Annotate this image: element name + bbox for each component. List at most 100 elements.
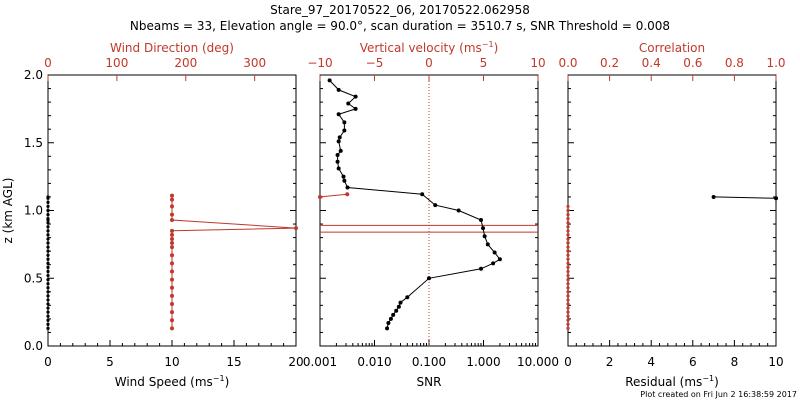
data-point [566, 298, 570, 302]
data-point [711, 194, 716, 199]
top-tick-label: 0.8 [725, 56, 744, 70]
series-vertical-velocity [318, 192, 350, 199]
x-axis-label-bottom: Residual (ms−1) [625, 374, 719, 389]
data-point [566, 249, 570, 253]
data-point [336, 112, 341, 117]
data-point [566, 261, 570, 265]
data-point [170, 204, 174, 209]
data-point [353, 106, 358, 111]
data-point [170, 326, 174, 331]
data-point [566, 204, 570, 209]
data-point [491, 261, 496, 266]
data-point [46, 298, 50, 302]
y-tick-label: 1.0 [24, 204, 43, 218]
data-point [566, 253, 570, 257]
data-point [385, 326, 390, 331]
data-point [46, 204, 50, 209]
data-point [336, 87, 341, 92]
data-point [566, 322, 570, 326]
data-point [566, 294, 570, 298]
data-point [566, 282, 570, 286]
data-point [394, 308, 399, 313]
data-point [479, 266, 484, 271]
data-point [336, 139, 341, 144]
data-point [353, 94, 358, 99]
data-point [342, 120, 347, 125]
y-axis-label: z (km AGL) [1, 178, 15, 244]
data-point [336, 166, 341, 171]
data-point [566, 286, 570, 290]
data-point [46, 273, 50, 278]
top-tick-label: 0.0 [558, 56, 577, 70]
data-point [774, 196, 778, 201]
data-point [46, 306, 50, 310]
data-point [482, 234, 487, 239]
data-point [566, 314, 570, 318]
data-point [335, 152, 340, 157]
data-point [170, 301, 174, 306]
data-point [398, 300, 403, 305]
data-point [492, 250, 497, 255]
data-point [433, 203, 438, 208]
bottom-tick-label: 10.000 [517, 355, 559, 369]
data-point [46, 310, 50, 314]
data-point [46, 225, 50, 229]
data-point [46, 318, 50, 322]
data-point [337, 135, 342, 140]
series-line [329, 80, 501, 329]
data-point [170, 245, 174, 250]
top-tick-label: −10 [307, 56, 332, 70]
data-point [335, 159, 340, 164]
data-point [46, 237, 50, 241]
data-point [46, 257, 50, 261]
data-point [566, 318, 570, 322]
data-point [46, 195, 50, 199]
panel-3: 0 2 4 6 8 10 0.0 0.2 0.4 0.6 0.8 1.0 Correlation [558, 41, 785, 369]
x-axis-label-top: Vertical velocity (ms−1) [360, 40, 499, 55]
data-point [566, 237, 570, 241]
footer-timestamp: Plot created on Fri Jun 2 16:38:59 2017 [640, 390, 797, 399]
y-tick-label: 0.5 [24, 271, 43, 285]
data-point [46, 265, 50, 270]
data-point [566, 257, 570, 261]
data-point [338, 148, 343, 153]
bottom-tick-label: 0 [564, 355, 572, 369]
data-point [170, 232, 174, 237]
data-point [46, 314, 50, 318]
top-tick-label: 0 [425, 56, 433, 70]
data-point [427, 276, 431, 281]
series-correlation [566, 204, 570, 330]
data-point [396, 304, 401, 309]
data-point [566, 208, 570, 213]
data-point [318, 194, 322, 199]
series-line [171, 195, 297, 329]
data-point [46, 218, 50, 222]
data-point [566, 273, 570, 278]
bottom-tick-label: 5 [106, 355, 114, 369]
panel-2: 0.001 0.010 0.100 1.000 10.000 −10 −5 0 5 10 SNR [303, 56, 559, 389]
data-point [566, 326, 570, 330]
data-point [342, 178, 347, 183]
data-point [485, 242, 490, 247]
data-point [341, 174, 346, 179]
data-point [170, 228, 174, 233]
series-wind-direction [170, 193, 298, 331]
data-point [170, 293, 174, 298]
x-axis-label-bottom: Wind Speed (ms−1) [115, 374, 230, 389]
bottom-tick-label: 0 [44, 355, 52, 369]
y-tick-label: 0.0 [24, 339, 43, 353]
data-point [170, 197, 174, 202]
top-tick-label: −5 [366, 56, 384, 70]
series-residual [711, 194, 778, 201]
series-line [319, 193, 348, 198]
data-point [566, 229, 570, 233]
data-point [566, 245, 570, 249]
data-point [46, 241, 50, 245]
data-point [46, 290, 50, 294]
data-point [345, 192, 350, 197]
top-tick-label: 200 [174, 56, 197, 70]
data-point [46, 253, 50, 257]
data-point [388, 316, 393, 321]
